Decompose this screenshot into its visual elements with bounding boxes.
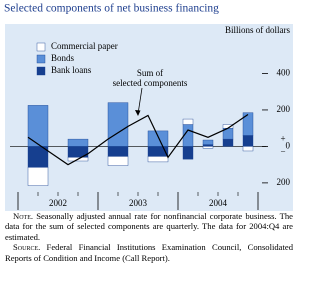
bar xyxy=(27,105,49,147)
note-label: Note. xyxy=(13,211,34,221)
bar xyxy=(242,146,254,152)
notes: Note. Seasonally adjusted annual rate fo… xyxy=(5,211,293,263)
bar xyxy=(222,138,234,147)
bar xyxy=(107,146,129,157)
legend-swatch xyxy=(36,66,46,76)
legend-label: Bank loans xyxy=(51,65,92,75)
source: Source. Federal Financial Institutions E… xyxy=(5,242,293,263)
y-tick-label: 400 xyxy=(277,68,291,78)
year-label: 2002 xyxy=(49,198,67,208)
annotation: Sum of selected components xyxy=(113,68,188,88)
y-tick-label: 200 xyxy=(277,104,291,114)
bar xyxy=(202,139,214,145)
legend-swatch xyxy=(36,54,46,64)
note: Note. Seasonally adjusted annual rate fo… xyxy=(5,211,293,242)
annotation-arrow xyxy=(137,87,143,115)
sign-negative: − xyxy=(280,146,285,156)
bar xyxy=(202,146,214,149)
legend-label: Commercial paper xyxy=(51,41,118,51)
arrow-head xyxy=(135,110,141,116)
page: Selected components of net business fina… xyxy=(4,2,293,263)
units: Billions of dollars xyxy=(225,25,290,35)
bar xyxy=(202,144,214,147)
sum-line xyxy=(27,114,249,166)
bar xyxy=(107,156,129,166)
bar xyxy=(107,102,129,147)
bar xyxy=(182,146,194,160)
bar xyxy=(147,130,169,147)
chart: Selected components of net business fina… xyxy=(4,3,293,211)
bar xyxy=(67,138,89,147)
y-tick-label: 200 xyxy=(277,177,291,187)
bar xyxy=(242,135,254,147)
bar xyxy=(147,156,169,163)
sign-positive: + xyxy=(280,133,285,143)
bar xyxy=(182,118,194,125)
legend-label: Bonds xyxy=(51,53,75,63)
note-text: Seasonally adjusted annual rate for nonf… xyxy=(5,211,293,242)
y-tick-label: 0 xyxy=(286,140,291,150)
year-label: 2003 xyxy=(129,198,148,208)
source-label: Source. xyxy=(13,242,41,253)
chart-title: Selected components of net business fina… xyxy=(4,3,219,15)
legend-swatch xyxy=(36,42,46,52)
source-text: Federal Financial Institutions Examinati… xyxy=(5,242,293,263)
bar xyxy=(27,167,49,186)
year-label: 2004 xyxy=(209,198,228,208)
bar xyxy=(242,112,254,136)
